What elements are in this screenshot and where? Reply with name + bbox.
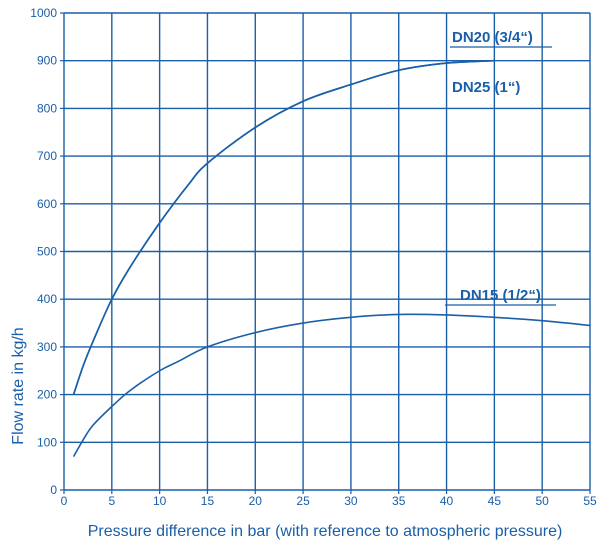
label-dn15: DN15 (1/2“): [460, 287, 541, 304]
x-tick-label: 25: [296, 494, 310, 508]
y-tick-label: 900: [37, 54, 57, 68]
x-tick-label: 50: [536, 494, 550, 508]
tick-labels: 0 5 10 15 20 25 30 35 40 45 50 55 0 100 200 300 400 500 60…: [30, 6, 597, 508]
x-tick-label: 15: [201, 494, 215, 508]
grid: [60, 12, 591, 494]
y-axis-label: Flow rate in kg/h: [10, 327, 27, 444]
x-tick-label: 0: [61, 494, 68, 508]
y-tick-label: 1000: [30, 6, 57, 20]
x-tick-label: 45: [488, 494, 502, 508]
series-line-dn25: [72, 59, 495, 395]
y-tick-label: 200: [37, 388, 57, 402]
x-tick-label: 5: [108, 494, 115, 508]
x-tick-label: 30: [344, 494, 358, 508]
label-dn20: DN20 (3/4“): [452, 29, 533, 46]
x-tick-label: 35: [392, 494, 406, 508]
y-tick-label: 0: [50, 483, 57, 497]
x-tick-label: 55: [583, 494, 597, 508]
y-tick-label: 400: [37, 292, 57, 306]
x-axis-label: Pressure difference in bar (with referen…: [88, 523, 563, 540]
y-tick-label: 700: [37, 149, 57, 163]
y-tick-label: 300: [37, 340, 57, 354]
label-dn25: DN25 (1“): [452, 79, 520, 96]
x-tick-label: 10: [153, 494, 167, 508]
x-tick-label: 40: [440, 494, 454, 508]
series-lines: [72, 59, 591, 458]
y-tick-label: 500: [37, 245, 57, 259]
y-tick-label: 100: [37, 435, 57, 449]
y-tick-label: 800: [37, 101, 57, 115]
series-line-dn15: [72, 313, 591, 458]
y-tick-label: 600: [37, 197, 57, 211]
x-tick-label: 20: [249, 494, 263, 508]
